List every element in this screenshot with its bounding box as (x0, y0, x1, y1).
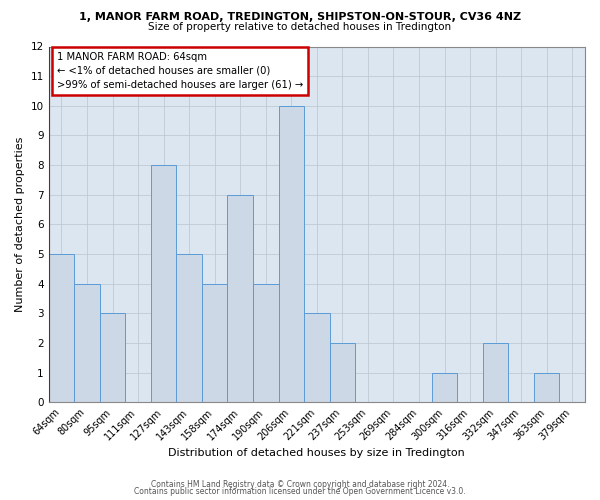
Bar (483, 343, 508, 402)
Text: 1 MANOR FARM ROAD: 64sqm
← <1% of detached houses are smaller (0)
>99% of semi-d: 1 MANOR FARM ROAD: 64sqm ← <1% of detach… (57, 52, 303, 90)
Bar (176, 254, 202, 402)
Bar (278, 106, 304, 402)
Bar (202, 284, 227, 402)
Bar (304, 314, 329, 402)
Text: 1, MANOR FARM ROAD, TREDINGTON, SHIPSTON-ON-STOUR, CV36 4NZ: 1, MANOR FARM ROAD, TREDINGTON, SHIPSTON… (79, 12, 521, 22)
Bar (74, 284, 100, 402)
Bar (151, 165, 176, 402)
Text: Contains public sector information licensed under the Open Government Licence v3: Contains public sector information licen… (134, 487, 466, 496)
X-axis label: Distribution of detached houses by size in Tredington: Distribution of detached houses by size … (169, 448, 465, 458)
Text: Contains HM Land Registry data © Crown copyright and database right 2024.: Contains HM Land Registry data © Crown c… (151, 480, 449, 489)
Y-axis label: Number of detached properties: Number of detached properties (15, 136, 25, 312)
Bar (534, 372, 559, 402)
Bar (227, 194, 253, 402)
Bar (329, 343, 355, 402)
Bar (49, 254, 74, 402)
Bar (100, 314, 125, 402)
Bar (432, 372, 457, 402)
Bar (253, 284, 278, 402)
Text: Size of property relative to detached houses in Tredington: Size of property relative to detached ho… (148, 22, 452, 32)
